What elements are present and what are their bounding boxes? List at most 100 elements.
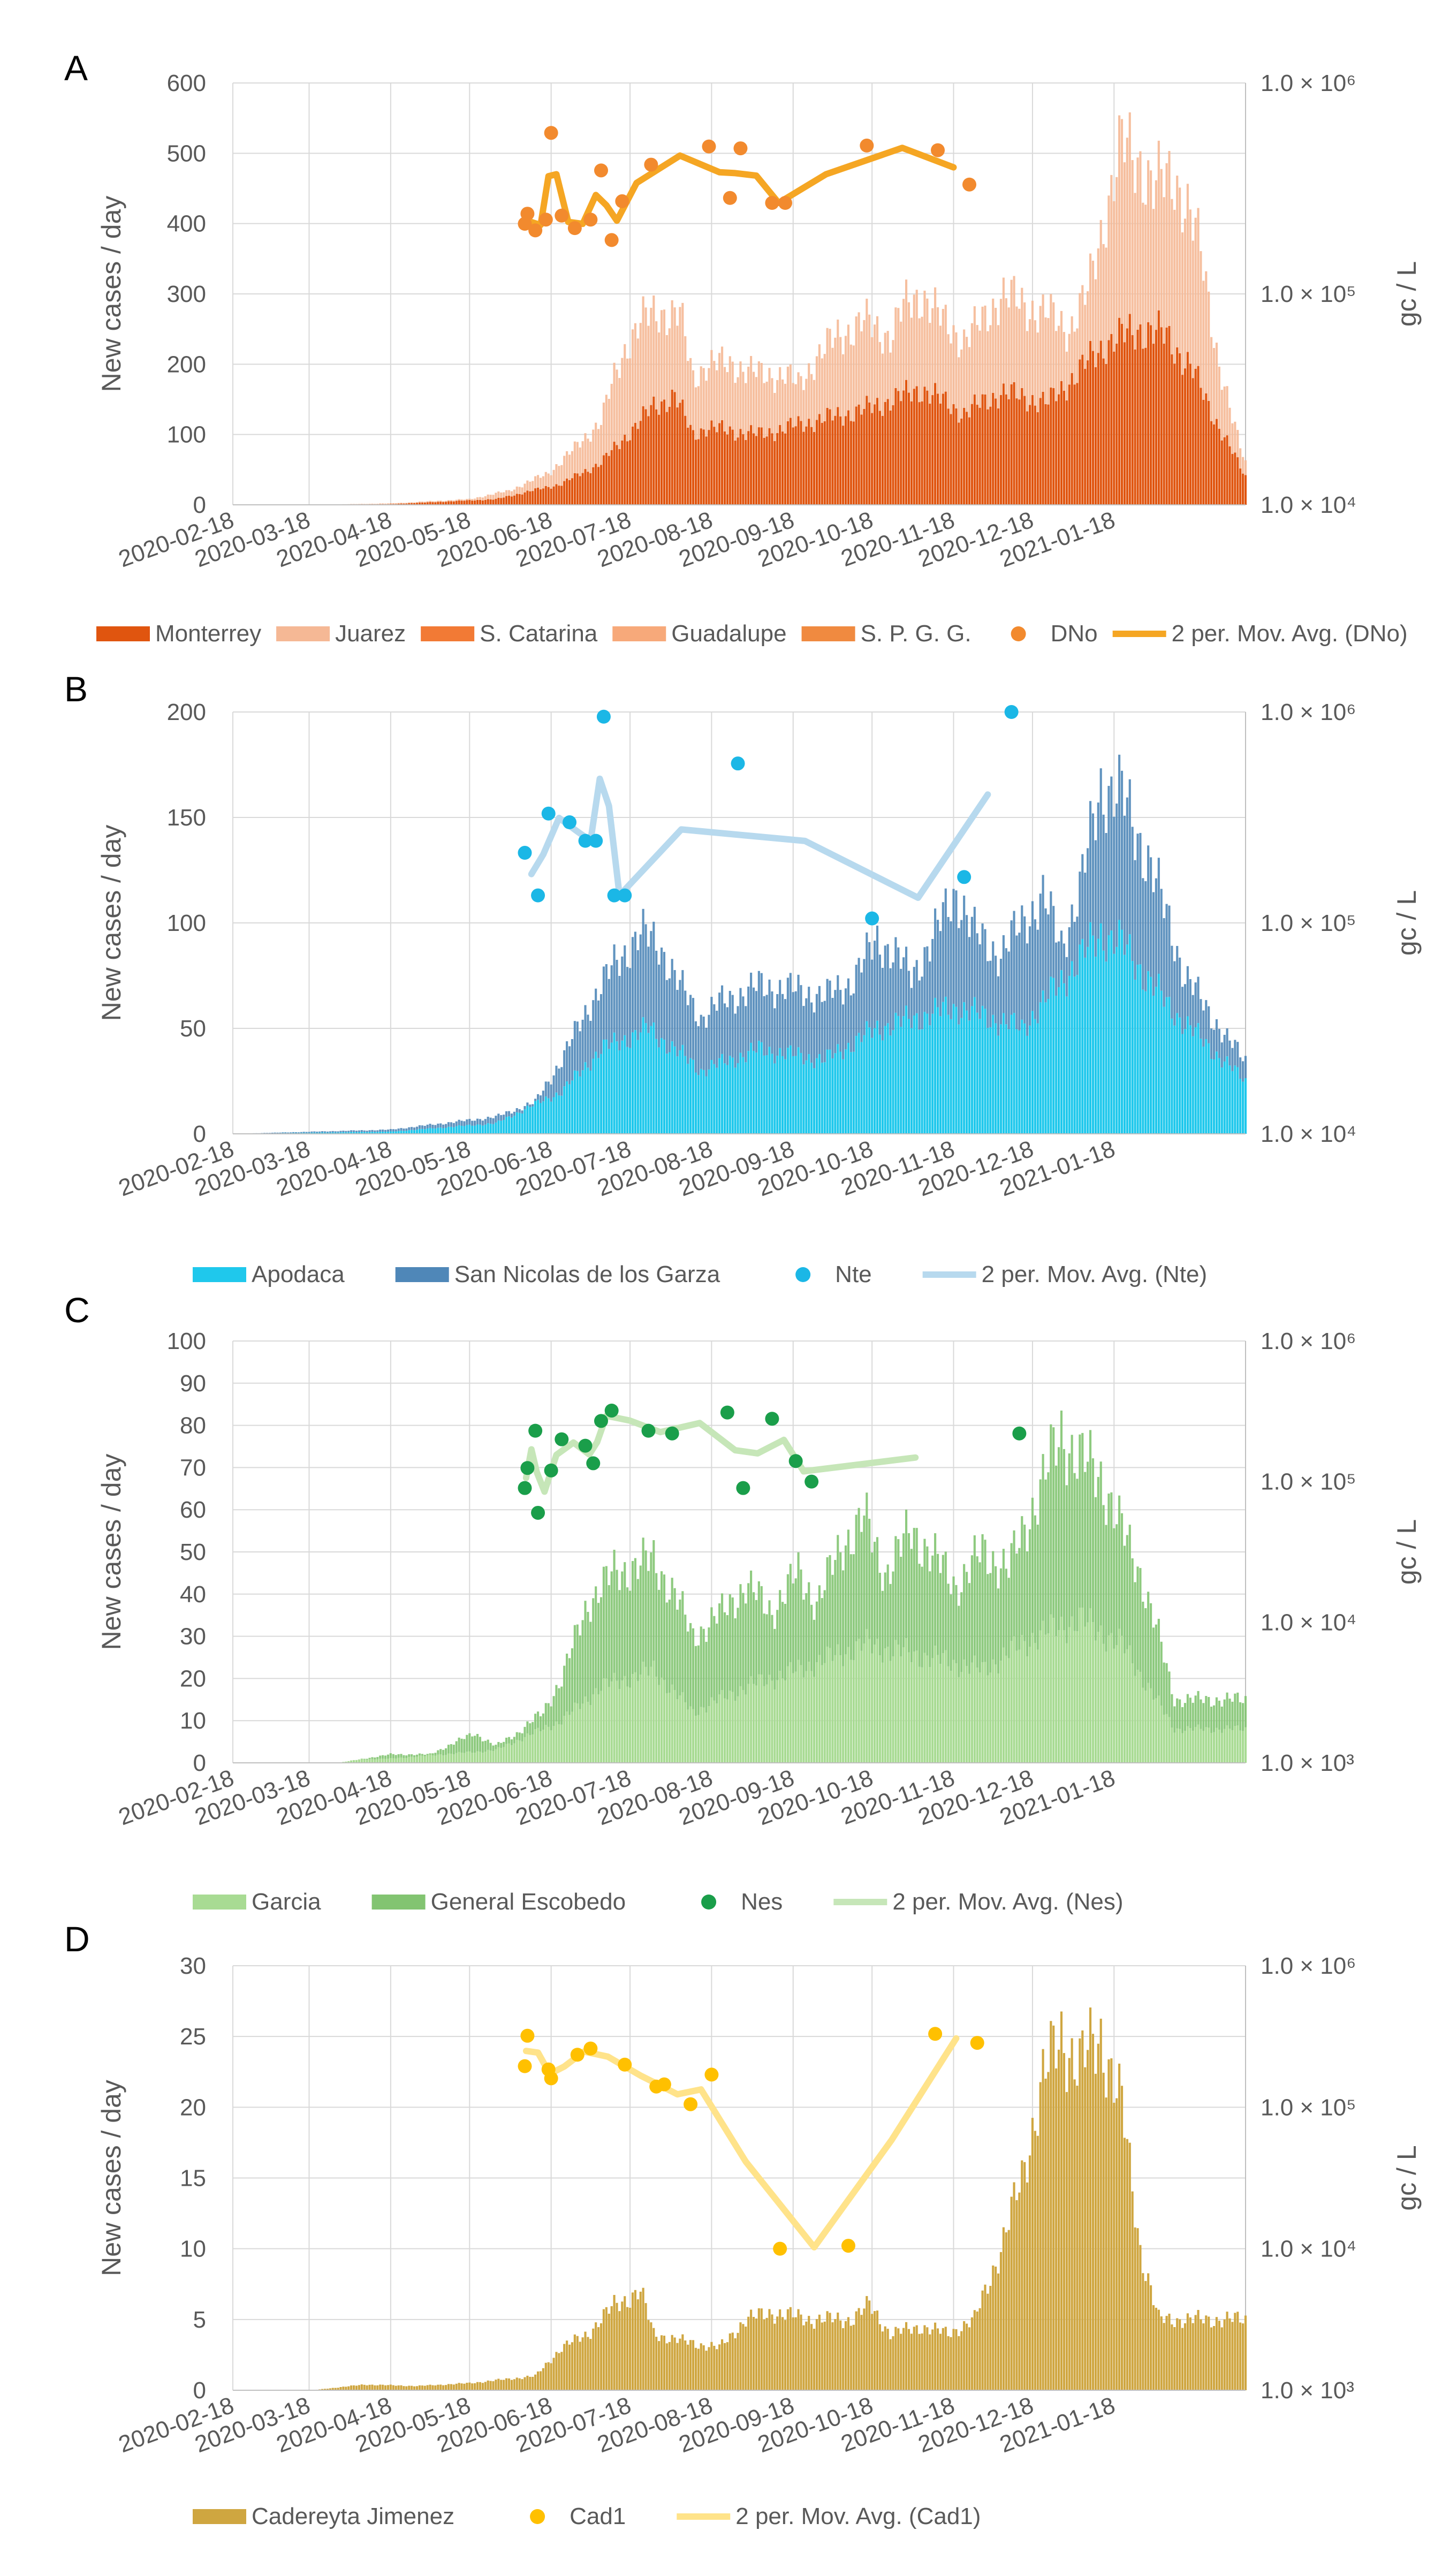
bar-san-nicolas-de-los-garza: [605, 964, 608, 1040]
bar-cadereyta-jimenez: [1058, 2049, 1060, 2390]
bar-cadereyta-jimenez: [431, 2385, 434, 2390]
bar-monterrey: [458, 500, 460, 505]
bar-cadereyta-jimenez: [697, 2348, 700, 2390]
bar-cadereyta-jimenez: [726, 2342, 728, 2390]
bar-cadereyta-jimenez: [450, 2384, 452, 2390]
bar-san-nicolas-de-los-garza: [495, 1116, 497, 1123]
bar-monterrey: [897, 391, 900, 505]
bar-juarez: [921, 316, 923, 401]
bar-apodaca: [434, 1128, 437, 1134]
bar-apodaca: [655, 1039, 658, 1134]
panel-letter: C: [64, 1290, 90, 1330]
bar-cadereyta-jimenez: [976, 2311, 978, 2390]
legend-swatch: [193, 1267, 246, 1282]
bar-san-nicolas-de-los-garza: [1218, 1029, 1220, 1058]
bar-cadereyta-jimenez: [1113, 2102, 1115, 2390]
bar-san-nicolas-de-los-garza: [876, 926, 879, 1021]
bar-garcia: [1087, 1622, 1089, 1763]
bar-san-nicolas-de-los-garza: [626, 967, 629, 1047]
bar-juarez: [726, 372, 728, 435]
bar-general-escobedo: [1073, 1473, 1076, 1631]
bar-juarez: [1094, 279, 1097, 367]
bar-cadereyta-jimenez: [794, 2317, 797, 2390]
bar-san-nicolas-de-los-garza: [347, 1131, 350, 1133]
bar-garcia: [792, 1673, 794, 1763]
bar-san-nicolas-de-los-garza: [997, 976, 1000, 1036]
bar-san-nicolas-de-los-garza: [805, 998, 808, 1060]
bar-apodaca: [1010, 1014, 1013, 1134]
bar-cadereyta-jimenez: [1139, 2245, 1142, 2390]
bar-general-escobedo: [1128, 1525, 1131, 1646]
bar-cadereyta-jimenez: [426, 2385, 429, 2390]
bar-garcia: [1097, 1632, 1099, 1763]
bar-san-nicolas-de-los-garza: [1244, 1056, 1247, 1079]
bar-general-escobedo: [978, 1562, 981, 1673]
bar-monterrey: [487, 499, 489, 505]
bar-general-escobedo: [684, 1615, 687, 1702]
bar-apodaca: [1173, 1025, 1176, 1134]
bar-san-nicolas-de-los-garza: [1215, 1019, 1218, 1052]
bar-san-nicolas-de-los-garza: [423, 1126, 426, 1130]
bar-cadereyta-jimenez: [984, 2284, 986, 2390]
bar-juarez: [581, 441, 584, 473]
bar-apodaca: [447, 1126, 450, 1134]
bar-garcia: [1023, 1641, 1026, 1763]
bar-cadereyta-jimenez: [936, 2328, 939, 2390]
bar-apodaca: [1044, 1002, 1047, 1134]
bar-juarez: [658, 332, 661, 415]
bar-juarez: [450, 500, 452, 502]
bar-garcia: [1179, 1729, 1181, 1763]
bar-garcia: [716, 1703, 718, 1763]
bar-general-escobedo: [529, 1723, 532, 1736]
bar-monterrey: [1115, 343, 1118, 505]
bar-cadereyta-jimenez: [323, 2389, 327, 2390]
bar-monterrey: [894, 388, 897, 505]
bar-san-nicolas-de-los-garza: [710, 997, 713, 1060]
bar-san-nicolas-de-los-garza: [1089, 801, 1092, 922]
bar-general-escobedo: [681, 1591, 684, 1693]
bar-general-escobedo: [878, 1572, 881, 1656]
data-point-nes: [544, 1463, 558, 1478]
bar-apodaca: [534, 1101, 537, 1134]
bar-monterrey: [455, 501, 458, 505]
bar-cadereyta-jimenez: [1197, 2309, 1200, 2390]
y2-tick-label: 1.0 × 10⁴: [1261, 2236, 1356, 2262]
bar-garcia: [510, 1745, 513, 1763]
bar-cadereyta-jimenez: [818, 2314, 821, 2390]
bar-san-nicolas-de-los-garza: [1186, 966, 1189, 1017]
bar-cadereyta-jimenez: [742, 2324, 745, 2390]
bar-monterrey: [702, 429, 705, 505]
data-point-nte: [589, 834, 603, 848]
bar-san-nicolas-de-los-garza: [1034, 919, 1036, 1019]
bar-garcia: [768, 1675, 771, 1763]
bar-cadereyta-jimenez: [929, 2334, 931, 2390]
bar-garcia: [1105, 1651, 1107, 1763]
bar-general-escobedo: [1060, 1410, 1063, 1617]
bar-san-nicolas-de-los-garza: [374, 1130, 376, 1132]
bar-juarez: [452, 500, 455, 502]
bar-san-nicolas-de-los-garza: [1099, 768, 1102, 923]
bar-monterrey: [658, 414, 661, 505]
bar-monterrey: [1220, 440, 1223, 505]
bar-monterrey: [505, 496, 508, 505]
bar-cadereyta-jimenez: [852, 2324, 855, 2390]
bar-garcia: [1060, 1617, 1063, 1763]
bar-general-escobedo: [789, 1564, 792, 1662]
bar-apodaca: [992, 1014, 995, 1134]
bar-garcia: [355, 1760, 358, 1763]
bar-monterrey: [892, 405, 894, 505]
bar-apodaca: [658, 1047, 661, 1134]
bar-apodaca: [403, 1131, 405, 1134]
bar-juarez: [829, 329, 831, 410]
bar-apodaca: [1005, 1024, 1007, 1134]
bar-monterrey: [997, 408, 1000, 505]
bar-san-nicolas-de-los-garza: [855, 965, 857, 1036]
bar-apodaca: [1018, 1030, 1021, 1134]
bar-cadereyta-jimenez: [599, 2323, 603, 2390]
bar-monterrey: [694, 440, 697, 505]
bar-cadereyta-jimenez: [863, 2308, 866, 2390]
bar-garcia: [797, 1660, 800, 1763]
bar-general-escobedo: [697, 1645, 700, 1715]
bar-cadereyta-jimenez: [1007, 2230, 1010, 2390]
bar-garcia: [984, 1662, 986, 1763]
